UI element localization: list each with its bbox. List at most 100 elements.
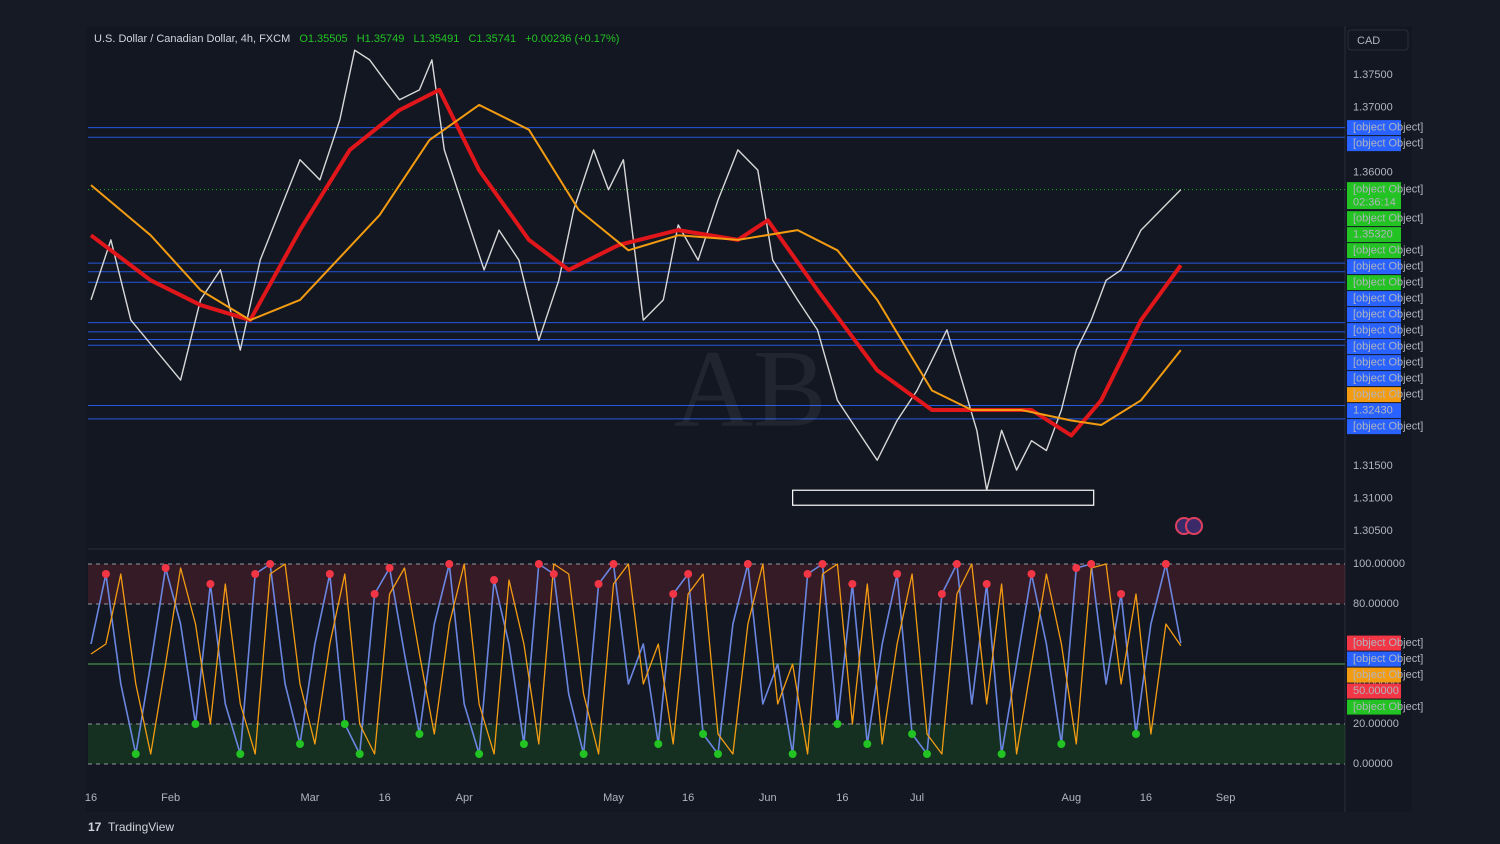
oversold-dot	[340, 720, 349, 728]
oversold-dot	[788, 750, 797, 758]
oversold-dot	[908, 730, 917, 738]
price-label-box	[1347, 339, 1401, 355]
oversold-dot	[236, 750, 245, 758]
x-tick-label: 16	[1140, 792, 1152, 804]
x-tick-label: Apr	[456, 792, 473, 804]
oversold-dot	[131, 750, 140, 758]
overbought-dot	[1087, 560, 1096, 568]
x-tick-label: Jun	[759, 792, 777, 804]
series-line	[90, 49, 1182, 491]
price-label: [object Object]	[1353, 261, 1423, 273]
series-line	[90, 103, 1182, 426]
y-tick-label: 1.36000	[1353, 167, 1393, 179]
price-label: [object Object]	[1353, 637, 1423, 649]
price-label: [object Object]	[1353, 669, 1423, 681]
price-label-box	[1347, 419, 1401, 435]
overbought-dot	[982, 580, 991, 588]
x-tick-label: Mar	[300, 792, 319, 804]
oversold-dot	[191, 720, 200, 728]
y-tick-label: 1.31500	[1353, 460, 1393, 472]
price-label-box	[1347, 667, 1401, 683]
price-label-box	[1347, 403, 1401, 419]
overbought-dot	[325, 570, 334, 578]
overbought-dot	[893, 570, 902, 578]
overbought-dot	[803, 570, 812, 578]
price-label: [object Object]	[1353, 357, 1423, 369]
event-icon[interactable]	[1185, 517, 1203, 535]
overbought-dot	[1027, 570, 1036, 578]
price-label-box	[1347, 275, 1401, 291]
price-label: [object Object]	[1353, 389, 1423, 401]
oversold-dot	[863, 740, 872, 748]
oversold-dot	[922, 750, 931, 758]
oversold-dot	[579, 750, 588, 758]
price-label: [object Object]	[1353, 277, 1423, 289]
y-tick-label: 1.37500	[1353, 69, 1393, 81]
price-label-box	[1347, 227, 1401, 243]
logo-mark: 17	[88, 820, 102, 834]
overbought-dot	[385, 564, 394, 572]
x-tick-label: 16	[836, 792, 848, 804]
price-label: [object Object]	[1353, 122, 1423, 134]
price-label-box	[1347, 291, 1401, 307]
overbought-dot	[1072, 564, 1081, 572]
zone-band	[88, 724, 1345, 764]
price-label: [object Object]	[1353, 341, 1423, 353]
price-label: 1.35320	[1353, 229, 1393, 241]
price-label-box	[1347, 635, 1401, 651]
overbought-dot	[101, 570, 110, 578]
overbought-dot	[370, 590, 379, 598]
currency[interactable]: CAD	[1357, 35, 1380, 47]
currency-box[interactable]	[1347, 29, 1409, 51]
price-label-box	[1347, 182, 1401, 198]
price-label: [object Object]	[1353, 373, 1423, 385]
y-tick-label: 1.37000	[1353, 101, 1393, 113]
y-tick-label: 0.00000	[1353, 758, 1393, 770]
price-label: [object Object]	[1353, 184, 1423, 196]
countdown: 02:36:14	[1353, 197, 1396, 209]
overbought-dot	[445, 560, 454, 568]
series-line	[90, 563, 1182, 755]
x-tick-label: 16	[378, 792, 390, 804]
overbought-dot	[594, 580, 603, 588]
oversold-dot	[833, 720, 842, 728]
y-tick-label: 1.30500	[1353, 525, 1393, 537]
price-label-box	[1347, 651, 1401, 667]
x-tick-label: Jul	[910, 792, 924, 804]
oversold-dot	[713, 750, 722, 758]
price-label-box	[1347, 683, 1401, 699]
price-label: [object Object]	[1353, 245, 1423, 257]
oversold-dot	[355, 750, 364, 758]
ohlc-close: C1.35741	[468, 33, 516, 45]
watermark: AB	[674, 327, 827, 449]
price-label-box	[1347, 355, 1401, 371]
price-label-box	[1347, 243, 1401, 259]
overbought-dot	[818, 560, 827, 568]
ohlc-open: O1.35505	[299, 33, 347, 45]
price-label-box	[1347, 323, 1401, 339]
countdown-box	[1347, 196, 1401, 210]
price-label: [object Object]	[1353, 421, 1423, 433]
overbought-dot	[609, 560, 618, 568]
oversold-dot	[519, 740, 528, 748]
plot-layer: 1.37500 1.37000 1.36000 1.31500 1.31000 1.305…	[85, 49, 1423, 804]
oversold-dot	[295, 740, 304, 748]
x-tick-label: May	[603, 792, 624, 804]
oversold-dot	[654, 740, 663, 748]
oversold-dot	[699, 730, 708, 738]
price-label: [object Object]	[1353, 309, 1423, 321]
overbought-dot	[266, 560, 275, 568]
ohlc-change: +0.00236 (+0.17%)	[525, 33, 619, 45]
price-label: [object Object]	[1353, 325, 1423, 337]
overbought-dot	[684, 570, 693, 578]
price-label-box	[1347, 387, 1401, 403]
y-tick-label: 1.31000	[1353, 493, 1393, 505]
oversold-dot	[997, 750, 1006, 758]
price-label: 50.00000	[1353, 685, 1399, 697]
oversold-dot	[475, 750, 484, 758]
overbought-dot	[549, 570, 558, 578]
price-label-box	[1347, 136, 1401, 152]
oversold-dot	[415, 730, 424, 738]
overbought-dot	[669, 590, 678, 598]
